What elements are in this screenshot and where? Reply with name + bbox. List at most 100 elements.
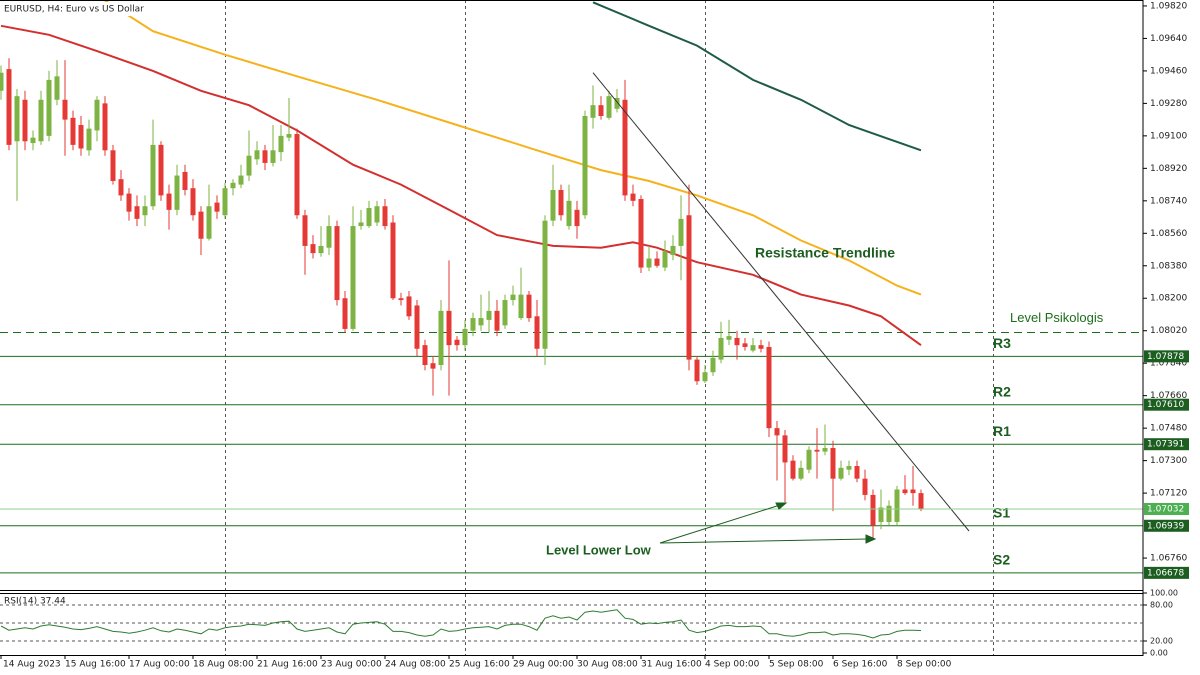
x-tick-label: 21 Aug 16:00 [257,660,318,670]
x-tick-label: 23 Aug 00:00 [321,660,382,670]
candle-body [142,206,148,216]
candle-body [158,144,164,196]
candle-body [694,359,700,382]
candle-body [830,448,836,479]
candle-body [22,99,28,142]
candle-body [758,345,764,349]
candle-body [630,193,636,201]
candle-body [198,211,204,239]
candle-body [102,103,108,151]
candle-body [166,193,172,210]
level-name: S1 [993,504,1010,520]
price-box-label: 1.06678 [1147,568,1184,578]
candle-body [774,428,780,436]
level-name: R1 [993,423,1011,439]
candle-body [646,258,652,268]
candle-body [46,79,52,136]
y-tick-label: 1.09640 [1150,34,1187,44]
candle-body [590,105,596,118]
candle-body [726,336,732,340]
candle-body [870,494,876,526]
candle-body [406,296,412,317]
candle-body [358,222,364,227]
y-tick-label: 1.07840 [1150,359,1187,369]
candle-body [750,345,756,351]
candle-body [0,72,4,91]
plot-layer: Level Psikologis R3 R2 R1 S1 S2 Resistance Tre… [0,0,1143,655]
candle-body [86,128,92,151]
level-name: R3 [993,335,1011,351]
candle-body [670,245,676,255]
y-tick-label: 1.08740 [1150,196,1187,206]
candle-body [638,199,644,268]
candle-body [342,298,348,329]
candle-body [374,206,380,223]
arrow-head [865,534,877,544]
x-tick-label: 18 Aug 08:00 [193,660,254,670]
candle-body [470,318,476,331]
candle-body [206,206,212,239]
candle-body [702,372,708,382]
candle-body [134,206,140,219]
candle-body [574,209,580,227]
candle-body [838,467,844,479]
price-box [1144,566,1189,579]
candle-body [118,179,124,196]
trendline [592,72,970,532]
candle-body [222,188,228,216]
candle-body [686,215,692,360]
price-box [1144,519,1189,532]
bid-label: 1.07032 [1147,504,1184,514]
candle-body [126,193,132,212]
candle-body [910,489,916,494]
candle-body [78,125,84,149]
candle-body [502,300,508,326]
candle-body [734,337,740,346]
y-tick-label: 1.07480 [1150,424,1187,434]
candle-body [478,318,484,326]
candle-body [782,435,788,463]
candle-body [422,345,428,366]
candle-body [6,69,12,145]
candle-body [526,294,532,319]
x-tick-label: 25 Aug 16:00 [449,660,510,670]
candle-body [846,466,852,470]
candle-body [582,116,588,216]
candle-body [454,339,460,346]
candle-body [70,117,76,145]
candle-body [150,144,156,207]
candle-body [614,97,620,109]
candle-body [366,208,372,227]
rsi-tick-label: 100.00 [1150,589,1178,598]
candle-body [214,202,220,212]
candle-body [902,489,908,494]
y-tick-label: 1.09100 [1150,131,1187,141]
candle-body [30,137,36,144]
price-box-label: 1.07878 [1147,352,1184,362]
candle-body [294,134,300,216]
rsi-tick-label: 80.00 [1150,601,1173,610]
candle-body [790,460,796,479]
candle-body [878,507,884,522]
candle-body [542,220,548,349]
candle-body [862,478,868,495]
candle-body [278,135,284,153]
price-box [1144,438,1189,451]
candle-body [678,218,684,246]
candle-body [798,467,804,479]
x-tick-label: 15 Aug 16:00 [65,660,126,670]
candle-body [38,99,44,142]
candle-body [518,294,524,319]
candle-body [382,206,388,227]
candle-body [350,226,356,329]
candle-body [286,134,292,138]
y-tick-label: 1.08920 [1150,164,1187,174]
price-box [1144,350,1189,363]
candle-body [558,189,564,216]
level-name: S2 [993,552,1010,568]
candle-body [94,99,100,131]
y-tick-label: 1.09820 [1150,1,1187,11]
candle-body [326,226,332,248]
annotation-arrows [659,502,877,544]
